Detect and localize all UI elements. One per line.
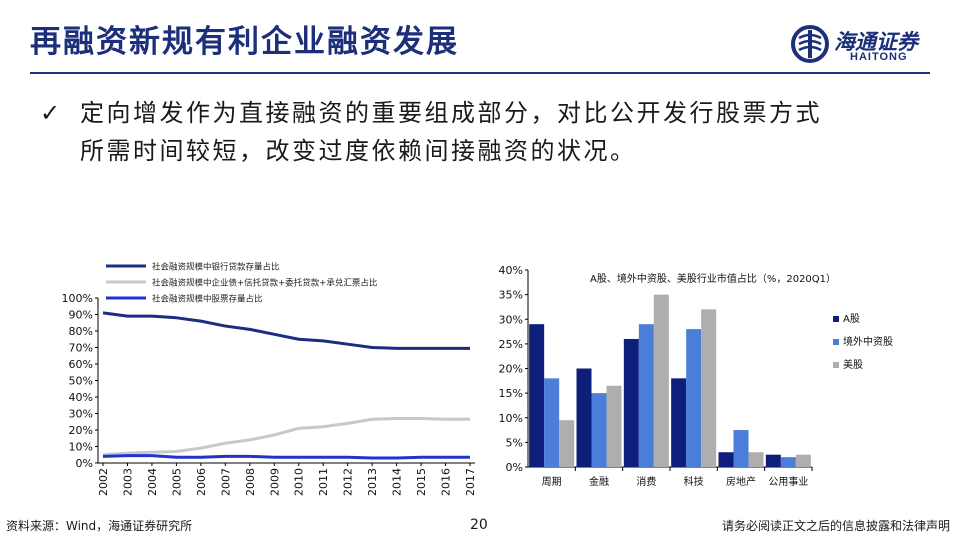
x-tick-label: 2002 xyxy=(97,468,110,496)
x-tick-label: 2017 xyxy=(464,468,477,496)
x-tick-label: 2012 xyxy=(342,468,355,496)
bar-3 xyxy=(795,454,811,467)
logo-english-text: HAITONG xyxy=(850,51,908,63)
bar-3 xyxy=(653,294,669,467)
bar-2 xyxy=(638,324,654,467)
y-tick-label: 100% xyxy=(62,292,93,305)
bar-1 xyxy=(765,454,781,467)
x-category-label: 公用事业 xyxy=(768,475,808,488)
legend-label: 社会融资规模中股票存量占比 xyxy=(152,294,263,305)
y-tick-label: 20% xyxy=(499,363,523,376)
x-tick-label: 2008 xyxy=(244,468,257,496)
chart-title: A股、境外中资股、美股行业市值占比（%，2020Q1） xyxy=(590,272,836,285)
x-tick-label: 2016 xyxy=(440,468,453,496)
y-tick-label: 60% xyxy=(69,358,93,371)
y-tick-label: 0% xyxy=(506,461,523,474)
bar-3 xyxy=(559,420,575,467)
y-tick-label: 15% xyxy=(499,387,523,400)
y-tick-label: 80% xyxy=(69,325,93,338)
bar-3 xyxy=(701,309,717,467)
title-divider xyxy=(30,72,930,74)
legend-swatch xyxy=(833,362,839,368)
bar-1 xyxy=(718,452,734,467)
legend-label: 美股 xyxy=(843,358,863,371)
x-tick-label: 2010 xyxy=(293,468,306,496)
x-category-label: 科技 xyxy=(684,475,704,488)
y-tick-label: 5% xyxy=(506,436,523,449)
check-icon: ✓ xyxy=(40,99,61,127)
x-tick-label: 2004 xyxy=(146,468,159,496)
page-title: 再融资新规有利企业融资发展 xyxy=(30,24,459,60)
x-category-label: 金融 xyxy=(589,475,609,488)
page-number: 20 xyxy=(470,517,488,533)
bar-3 xyxy=(606,385,622,467)
x-tick-label: 2005 xyxy=(170,468,183,496)
company-logo: 海通证券 HAITONG xyxy=(790,24,940,68)
x-tick-label: 2007 xyxy=(219,468,232,496)
x-tick-label: 2013 xyxy=(366,468,379,496)
series-line-2 xyxy=(102,416,470,457)
x-tick-label: 2011 xyxy=(317,468,330,496)
x-category-label: 消费 xyxy=(636,475,656,488)
line-chart-svg: 社会融资规模中银行贷款存量占比社会融资规模中企业债+信托贷款+委托贷款+承兑汇票… xyxy=(62,262,477,497)
bar-2 xyxy=(733,430,749,467)
bar-1 xyxy=(671,378,687,467)
logo-chinese-text: 海通证券 xyxy=(834,29,918,54)
y-tick-label: 0% xyxy=(76,457,93,470)
legend-swatch xyxy=(833,339,839,345)
y-tick-label: 25% xyxy=(499,338,523,351)
y-tick-label: 70% xyxy=(69,342,93,355)
bar-1 xyxy=(529,324,545,467)
x-tick-label: 2006 xyxy=(195,468,208,496)
y-tick-label: 30% xyxy=(499,313,523,326)
legend-label: 境外中资股 xyxy=(843,335,893,348)
bar-1 xyxy=(623,338,639,467)
legend-swatch xyxy=(833,316,839,322)
y-tick-label: 20% xyxy=(69,424,93,437)
bullet-text-line-2: 所需时间较短，改变过度依赖间接融资的状况。 xyxy=(80,137,637,165)
x-tick-label: 2015 xyxy=(415,468,428,496)
series-line-1 xyxy=(102,311,470,350)
y-tick-label: 90% xyxy=(69,309,93,322)
bar-1 xyxy=(576,368,592,467)
x-tick-label: 2014 xyxy=(391,468,404,496)
x-tick-label: 2009 xyxy=(268,468,281,496)
bullet-text-line-1: 定向增发作为直接融资的重要组成部分，对比公开发行股票方式 xyxy=(80,99,822,127)
bar-3 xyxy=(748,452,764,467)
y-tick-label: 30% xyxy=(69,408,93,421)
haitong-logo-icon xyxy=(791,25,829,63)
y-tick-label: 10% xyxy=(69,441,93,454)
bar-2 xyxy=(780,457,796,467)
y-tick-label: 40% xyxy=(69,391,93,404)
line-chart: 社会融资规模中银行贷款存量占比社会融资规模中企业债+信托贷款+委托贷款+承兑汇票… xyxy=(50,252,490,502)
y-tick-label: 10% xyxy=(499,412,523,425)
bar-chart-svg: A股、境外中资股、美股行业市值占比（%，2020Q1） 0% 5% 10% 15% 20%… xyxy=(499,264,893,488)
y-tick-label: 35% xyxy=(499,289,523,302)
bar-2 xyxy=(544,378,560,467)
disclaimer: 请务必阅读正文之后的信息披露和法律声明 xyxy=(721,519,950,533)
series-line-3 xyxy=(102,454,470,460)
legend-label: 社会融资规模中银行贷款存量占比 xyxy=(152,262,280,273)
legend-label: A股 xyxy=(843,313,860,325)
y-tick-label: 40% xyxy=(499,264,523,277)
bar-chart: A股、境外中资股、美股行业市值占比（%，2020Q1） 0% 5% 10% 15% 20%… xyxy=(490,260,950,500)
x-category-label: 房地产 xyxy=(726,475,756,488)
x-tick-label: 2003 xyxy=(121,468,134,496)
legend-label: 社会融资规模中企业债+信托贷款+委托贷款+承兑汇票占比 xyxy=(152,278,377,289)
bar-2 xyxy=(591,393,607,467)
y-tick-label: 50% xyxy=(69,375,93,388)
bar-2 xyxy=(686,329,702,467)
x-category-label: 周期 xyxy=(542,476,562,488)
source-note: 资料来源：Wind，海通证券研究所 xyxy=(6,519,193,533)
